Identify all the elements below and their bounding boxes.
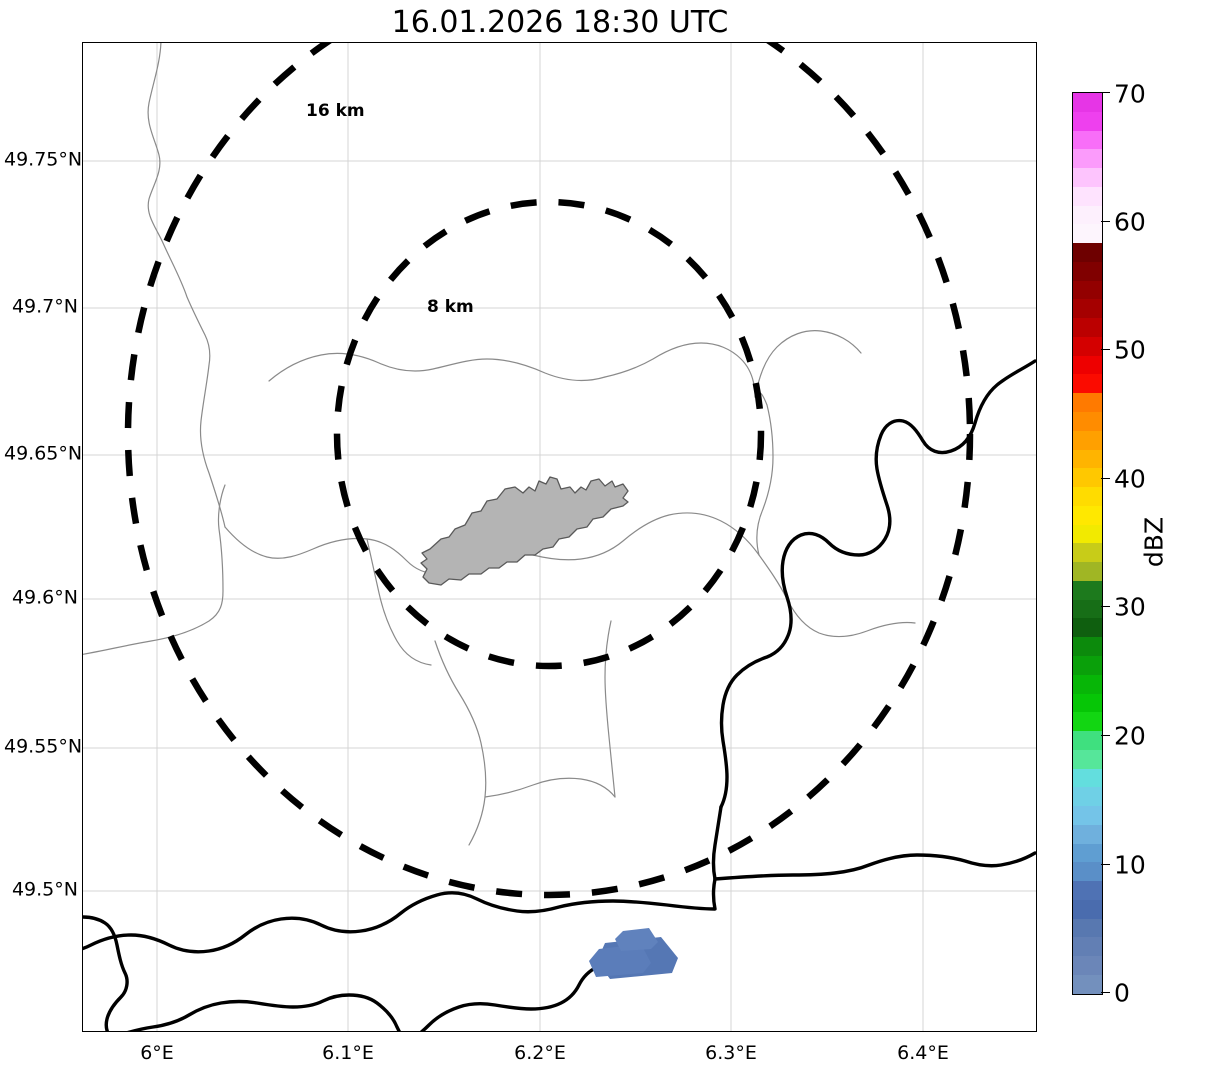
colorbar-band	[1073, 881, 1102, 900]
y-tick-label-4: 49.55°N	[4, 735, 83, 758]
colorbar-band	[1073, 449, 1102, 469]
colorbar-band	[1073, 130, 1102, 150]
colorbar-tick-10	[1101, 864, 1110, 866]
x-tick-label-3: 6.3°E	[705, 1042, 757, 1064]
x-tick-label-4: 6.4°E	[897, 1042, 949, 1064]
colorbar-band	[1073, 618, 1102, 638]
colorbar-tick-70	[1101, 92, 1110, 94]
colorbar-band	[1073, 543, 1102, 563]
colorbar-label-0: 0	[1114, 978, 1130, 1008]
y-tick-label-1: 49.7°N	[11, 295, 78, 318]
colorbar-label-30: 30	[1114, 592, 1146, 622]
y-tick-label-0: 49.75°N	[4, 148, 83, 171]
city-polygon	[420, 476, 629, 586]
national-border-south	[127, 960, 623, 1031]
colorbar-band	[1073, 243, 1102, 262]
colorbar-band	[1073, 524, 1102, 544]
admin-boundaries	[83, 43, 916, 846]
colorbar-band	[1073, 168, 1102, 187]
colorbar-band	[1073, 224, 1102, 244]
y-tick-label-5: 49.5°N	[11, 878, 78, 901]
colorbar-band	[1073, 280, 1102, 300]
colorbar-band	[1073, 205, 1102, 225]
colorbar-band	[1073, 637, 1102, 656]
colorbar-band	[1073, 974, 1102, 994]
colorbar-band	[1073, 693, 1102, 713]
colorbar-tick-30	[1101, 606, 1110, 608]
colorbar-label-70: 70	[1114, 79, 1146, 109]
colorbar-band	[1073, 374, 1102, 394]
map-panel[interactable]	[82, 42, 1037, 1032]
grid-lines	[83, 43, 1036, 1031]
x-tick-label-2: 6.2°E	[514, 1042, 566, 1064]
colorbar-band	[1073, 487, 1102, 506]
colorbar-band	[1073, 261, 1102, 281]
colorbar-band	[1073, 937, 1102, 957]
colorbar-band	[1073, 468, 1102, 488]
colorbar-label-20: 20	[1114, 721, 1146, 751]
colorbar-band	[1073, 899, 1102, 919]
colorbar-band	[1073, 956, 1102, 975]
y-tick-label-3: 49.6°N	[11, 586, 78, 609]
colorbar-label-60: 60	[1114, 207, 1146, 237]
range-ring-8km	[333, 198, 765, 670]
colorbar-tick-20	[1101, 735, 1110, 737]
colorbar-tick-50	[1101, 349, 1110, 351]
range-ring-16km	[124, 43, 974, 899]
colorbar-tick-40	[1101, 478, 1110, 480]
colorbar	[1072, 92, 1103, 995]
colorbar-band	[1073, 731, 1102, 750]
colorbar-band	[1073, 318, 1102, 337]
y-tick-label-2: 49.65°N	[4, 442, 83, 465]
colorbar-band	[1073, 806, 1102, 825]
colorbar-band	[1073, 355, 1102, 375]
colorbar-band	[1073, 768, 1102, 788]
colorbar-label-40: 40	[1114, 464, 1146, 494]
colorbar-band	[1073, 655, 1102, 675]
radar-echo-cell	[589, 928, 678, 979]
colorbar-band	[1073, 186, 1102, 206]
colorbar-band	[1073, 505, 1102, 525]
colorbar-band	[1073, 674, 1102, 694]
colorbar-band	[1073, 843, 1102, 863]
colorbar-band	[1073, 430, 1102, 450]
colorbar-band	[1073, 824, 1102, 844]
page-title: 16.01.2026 18:30 UTC	[391, 5, 729, 40]
colorbar-band	[1073, 393, 1102, 413]
x-tick-label-0: 6°E	[140, 1042, 174, 1064]
colorbar-band	[1073, 712, 1102, 732]
colorbar-band	[1073, 580, 1102, 600]
colorbar-label-50: 50	[1114, 335, 1146, 365]
colorbar-label-10: 10	[1114, 850, 1146, 880]
colorbar-band	[1073, 862, 1102, 882]
colorbar-band	[1073, 599, 1102, 619]
colorbar-band	[1073, 918, 1102, 938]
colorbar-title: dBZ	[1139, 516, 1169, 568]
colorbar-band	[1073, 111, 1102, 131]
range-ring-label-16km: 16 km	[306, 101, 365, 121]
colorbar-band	[1073, 299, 1102, 319]
colorbar-band	[1073, 93, 1102, 112]
colorbar-band	[1073, 787, 1102, 807]
colorbar-band	[1073, 149, 1102, 169]
range-ring-label-8km: 8 km	[427, 297, 474, 317]
colorbar-band	[1073, 562, 1102, 581]
x-tick-label-1: 6.1°E	[322, 1042, 374, 1064]
colorbar-band	[1073, 412, 1102, 431]
colorbar-tick-60	[1101, 221, 1110, 223]
map-canvas	[83, 43, 1036, 1031]
colorbar-band	[1073, 749, 1102, 769]
colorbar-band	[1073, 336, 1102, 356]
colorbar-tick-0	[1101, 992, 1110, 994]
national-border	[83, 359, 1036, 1031]
